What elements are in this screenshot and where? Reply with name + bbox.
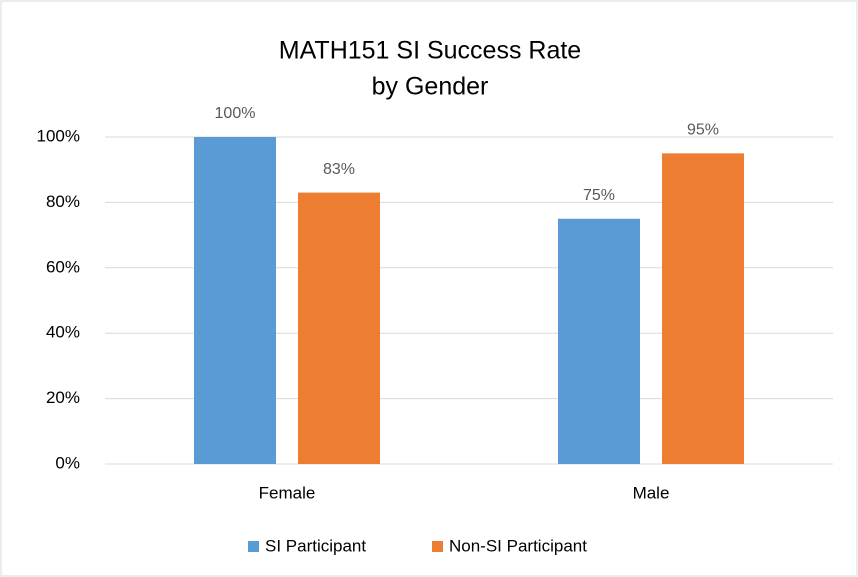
chart-title: by Gender <box>372 73 489 101</box>
bar <box>558 218 640 464</box>
bar <box>662 153 744 464</box>
data-label: 95% <box>687 122 719 139</box>
data-label: 83% <box>323 161 355 178</box>
bar <box>194 137 276 464</box>
legend-label: Non-SI Participant <box>449 536 587 555</box>
y-tick-label: 20% <box>46 388 80 407</box>
legend-label: SI Participant <box>265 536 366 555</box>
x-tick-label: Male <box>633 483 670 502</box>
legend-swatch <box>248 541 259 552</box>
chart-title: MATH151 SI Success Rate <box>279 37 581 65</box>
legend-swatch <box>432 541 443 552</box>
x-tick-label: Female <box>259 483 316 502</box>
bar <box>298 192 380 464</box>
data-label: 100% <box>215 105 256 122</box>
y-tick-label: 80% <box>46 192 80 211</box>
y-tick-label: 60% <box>46 257 80 276</box>
data-label: 75% <box>583 187 615 204</box>
y-tick-label: 0% <box>55 453 80 472</box>
y-tick-label: 40% <box>46 323 80 342</box>
y-tick-label: 100% <box>37 126 80 145</box>
